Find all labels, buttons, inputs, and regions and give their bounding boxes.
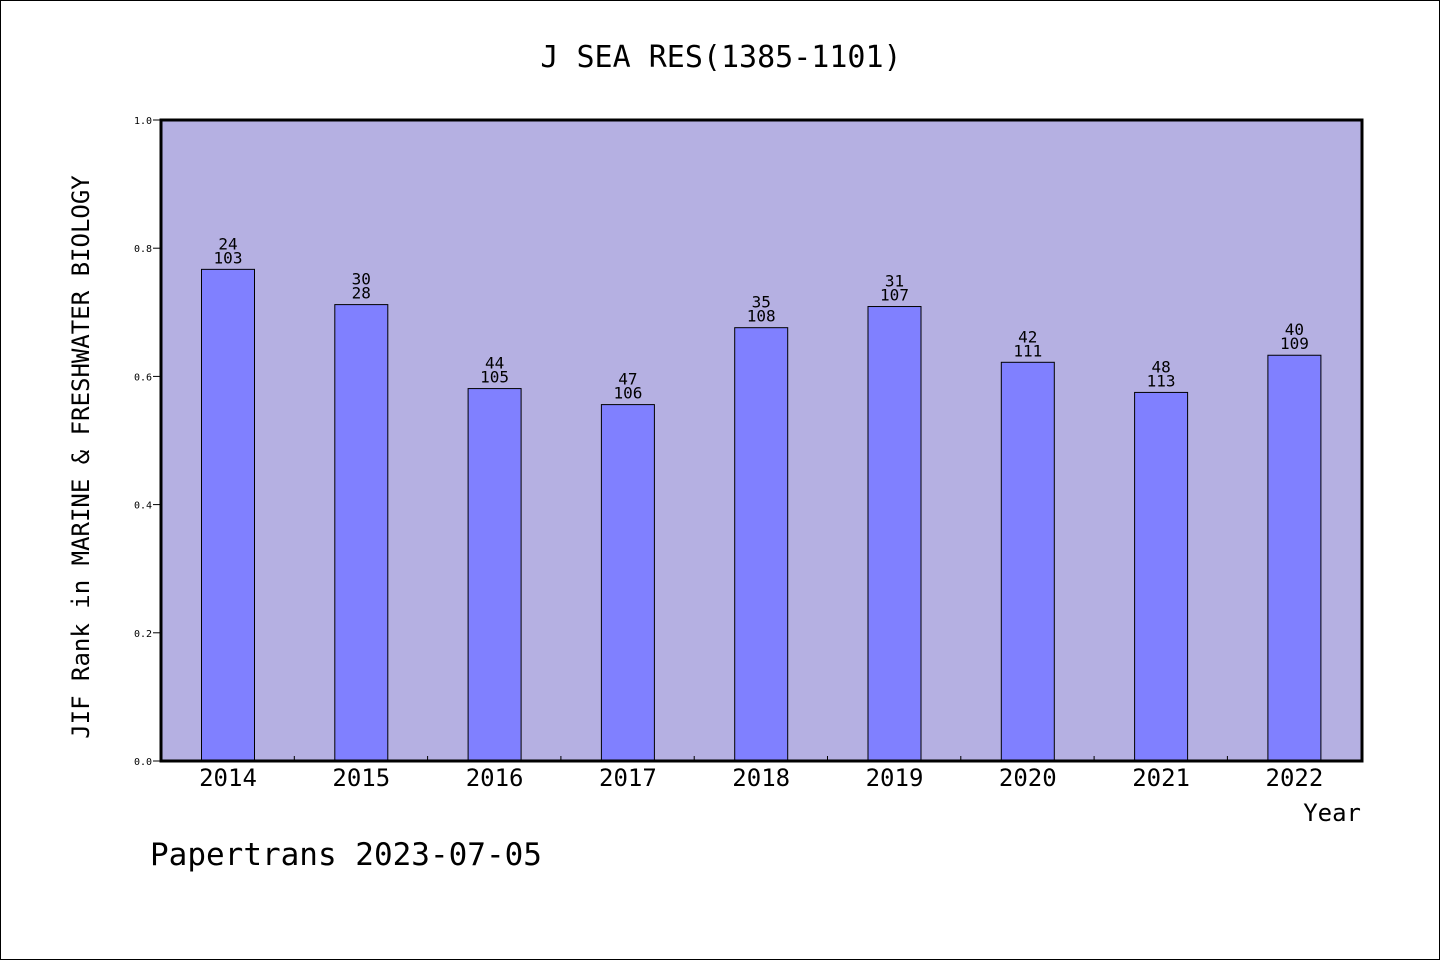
x-tick-label: 2016	[466, 764, 524, 792]
bar-total-label: 103	[214, 248, 243, 267]
bar-total-label: 106	[613, 384, 642, 403]
x-tick-label: 2018	[732, 764, 790, 792]
x-axis: 2014 2015 2016 2017 2018 2019 2020 2021 2022	[199, 756, 1323, 792]
bar-2017	[600, 404, 655, 762]
x-axis-label: Year	[1303, 799, 1361, 827]
chart-title: J SEA RES(1385-1101)	[540, 40, 901, 75]
x-tick-label: 2021	[1132, 764, 1190, 792]
y-tick-label: 0.2	[134, 629, 152, 640]
bar-2016	[467, 388, 522, 762]
x-tick-label: 2019	[866, 764, 924, 792]
y-axis: 0.0 0.2 0.4 0.6 0.8 1.0	[134, 116, 161, 768]
y-tick-label: 0.0	[134, 757, 152, 768]
bar-2022	[1267, 354, 1322, 762]
plot-border	[159, 118, 1364, 763]
y-axis-label: JIF Rank in MARINE & FRESHWATER BIOLOGY	[67, 175, 95, 739]
bar-2021	[1134, 391, 1189, 762]
bar-total-label: 111	[1013, 341, 1042, 360]
bar-rank-label: 42	[1018, 327, 1037, 346]
bar-rank-label: 47	[618, 370, 637, 389]
y-tick-label: 1.0	[134, 116, 152, 127]
bar-total-label: 108	[747, 307, 776, 326]
x-tick-label: 2017	[599, 764, 657, 792]
bar-rank-label: 48	[1151, 357, 1170, 376]
x-tick-label: 2014	[199, 764, 257, 792]
bar-2015	[334, 304, 389, 762]
bar-2020	[1000, 361, 1055, 762]
y-tick-label: 0.6	[134, 372, 152, 383]
x-tick-label: 2015	[332, 764, 390, 792]
bar-rank-label: 35	[752, 293, 771, 312]
bars-group	[201, 268, 1322, 762]
bar-rank-label: 24	[218, 234, 237, 253]
footer-text: Papertrans 2023-07-05	[150, 837, 542, 873]
y-tick-label: 0.4	[134, 501, 152, 512]
bar-rank-label: 30	[352, 270, 371, 289]
x-tick-label: 2020	[999, 764, 1057, 792]
bar-rank-label: 40	[1285, 320, 1304, 339]
bar-total-label: 113	[1147, 371, 1176, 390]
y-tick-label: 0.8	[134, 244, 152, 255]
x-tick-label: 2022	[1266, 764, 1324, 792]
bar-2018	[734, 327, 789, 762]
bar-2019	[867, 306, 922, 762]
bar-total-label: 28	[352, 284, 371, 303]
bar-2014	[201, 268, 255, 762]
bar-total-label: 105	[480, 368, 509, 387]
bar-total-label: 107	[880, 286, 909, 305]
bar-total-label: 109	[1280, 334, 1309, 353]
bar-rank-label: 44	[485, 354, 504, 373]
bar-rank-label: 31	[885, 272, 904, 291]
